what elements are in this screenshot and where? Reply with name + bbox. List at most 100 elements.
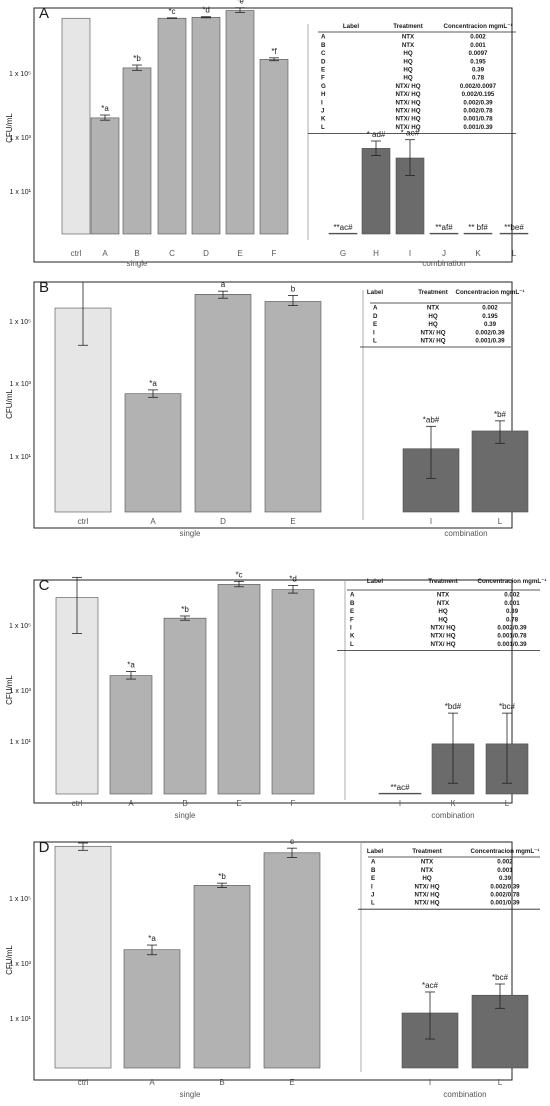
table-header: Label [367,848,383,855]
panel-letter: B [39,279,49,296]
bar-e [264,301,322,513]
error-bar [100,114,110,121]
bar-annotation: **ac# [333,223,353,232]
group-label: single [175,811,196,820]
table-cell: NTX/ HQ [430,625,455,632]
table-cell: NTX/ HQ [420,338,445,345]
table-cell: K [350,633,355,640]
bar-annotation: *bd# [445,702,462,711]
bar-annotation: *f [271,47,277,56]
table-cell: 0.78 [472,75,485,82]
x-tick-label: L [505,799,510,808]
x-tick-label: ctrl [78,517,89,526]
error-bar [425,991,435,1040]
x-tick-label: ctrl [78,1078,89,1087]
table-cell: NTX/ HQ [395,124,420,131]
table-cell: 0.002/0.78 [490,892,520,899]
table-cell: B [321,42,326,49]
error-bar [287,847,297,858]
group-label: combination [443,1090,486,1099]
group-label: combination [444,529,487,538]
x-tick-label: ctrl [71,249,82,258]
x-tick-label: K [475,249,481,258]
table-cell: NTX [421,867,434,874]
table-header: Label [367,578,383,585]
bar-b [193,885,251,1069]
table-cell: HQ [403,58,412,65]
bar-annotation: *bc# [499,702,516,711]
error-bar [495,420,505,444]
x-tick-label: I [399,799,401,808]
y-tick-label: 1 x 10¹ [10,454,32,461]
table-cell: F [321,75,325,82]
y-tick-label: 1 x 10⁵ [9,71,31,78]
table-cell: 0.39 [484,321,497,328]
x-tick-label: B [134,249,139,258]
bar-b [122,67,152,235]
table-cell: 0.002/0.39 [475,329,505,336]
x-tick-label: ctrl [72,799,83,808]
table-cell: 0.002 [497,859,513,866]
bar-f [259,59,289,235]
y-tick-label: 1 x 10³ [10,135,32,142]
group-label: single [127,259,148,268]
panel-frame [33,281,513,529]
table-cell: 0.002/0.0097 [460,83,497,90]
table-header: Concentracion mgmL⁻¹ [444,23,513,30]
table-cell: E [373,321,377,328]
y-tick-label: 1 x 10⁵ [9,896,31,903]
group-label: single [180,1090,201,1099]
table-cell: I [373,329,375,336]
table-header: Treatment [418,289,448,296]
table-cell: L [350,641,354,648]
error-bar [448,712,458,784]
bar-a [124,393,182,513]
bar-annotation: c [290,837,294,846]
bar-annotation: ** bf# [468,223,488,232]
table-cell: HQ [403,75,412,82]
bar-annotation: **ac# [390,783,410,792]
bar-a [123,949,181,1069]
error-bar [78,281,88,346]
table-header: Concentracion mgmL⁻¹ [471,848,540,855]
table-cell: NTX/ HQ [430,641,455,648]
bar-c [157,17,187,235]
x-tick-label: F [291,799,296,808]
bar-annotation: **be# [504,223,524,232]
table-cell: C [321,50,326,57]
table-cell: I [371,883,373,890]
error-bar [495,983,505,1009]
bar-ctrl [54,307,112,513]
bar-annotation: *d [202,6,210,15]
error-bar [132,64,142,71]
bar-annotation: b [291,285,296,294]
panel-letter: C [39,577,50,594]
x-tick-label: B [219,1078,224,1087]
y-tick-label: 1 x 10⁵ [9,623,31,630]
bar-annotation: *d [289,575,297,584]
bar-i [378,792,422,795]
table-cell: 0.001 [497,867,513,874]
table-cell: HQ [428,321,437,328]
error-bar [148,389,158,398]
table-cell: L [373,338,377,345]
bar-annotation: *e [236,0,244,6]
legend-table: Label Treatment Concentracion mgmL⁻¹ A NTX 0.… [308,23,516,134]
bar-annotation: *b [133,54,141,63]
table-cell: E [350,608,354,615]
table-cell: 0.002 [470,34,486,41]
bar-annotation: * ad# [367,130,386,139]
x-tick-label: B [182,799,187,808]
panel-frame [33,7,513,263]
x-tick-label: L [498,517,503,526]
bar-e [263,852,321,1069]
bar-g [328,232,358,235]
x-tick-label: E [289,1078,294,1087]
x-tick-label: I [429,1078,431,1087]
table-cell: K [321,116,326,123]
y-tick-label: 1 x 10¹ [10,1016,32,1023]
table-cell: 0.195 [482,313,498,320]
y-tick-label: 1 x 10⁵ [9,319,31,326]
table-cell: NTX/ HQ [414,883,439,890]
error-bar [201,16,211,19]
